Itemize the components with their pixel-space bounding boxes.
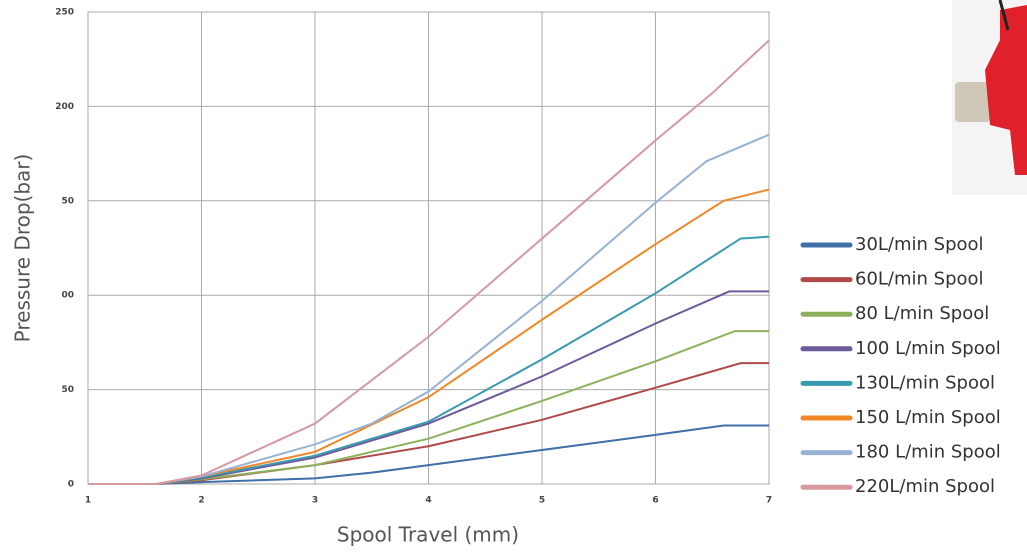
y-tick-label: 200 [55,102,74,112]
x-tick-label: 6 [652,496,658,506]
y-tick-label: 0 [68,480,74,490]
legend-label: 150 L/min Spool [855,407,1001,428]
x-tick-label: 3 [312,496,318,506]
y-axis-label: Pressure Drop(bar) [11,154,35,343]
legend-label: 180 L/min Spool [855,442,1001,463]
legend-label: 30L/min Spool [855,234,984,255]
y-tick-label: 00 [61,291,74,301]
legend-label: 220L/min Spool [855,476,995,497]
legend-label: 80 L/min Spool [855,303,989,324]
legend-label: 130L/min Spool [855,372,995,393]
x-axis-label: Spool Travel (mm) [337,523,519,547]
x-tick-label: 4 [425,496,431,506]
valve-photo [952,0,1027,195]
series-line [88,39,770,485]
y-tick-label: 50 [61,196,74,206]
legend-label: 60L/min Spool [855,269,984,290]
legend-label: 100 L/min Spool [855,338,1001,359]
x-tick-label: 1 [85,496,91,506]
x-tick-label: 2 [198,496,204,506]
y-tick-label: 50 [61,385,74,395]
x-tick-label: 7 [766,496,772,506]
x-tick-label: 5 [539,496,545,506]
y-tick-label: 250 [55,8,74,18]
